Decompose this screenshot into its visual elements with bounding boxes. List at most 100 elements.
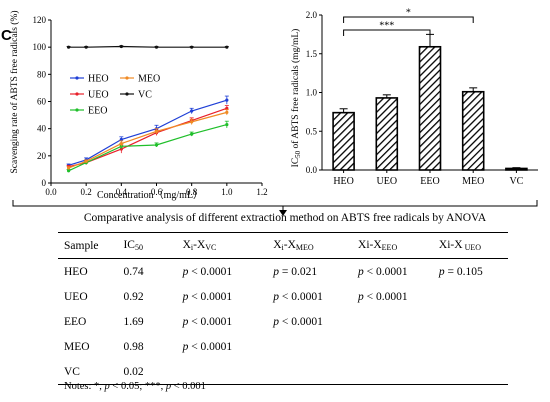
bar-group-vc: VC: [505, 167, 528, 187]
series-point-ueo: [225, 106, 229, 110]
table-row: VC 0.02: [58, 359, 508, 385]
legend-marker-heo: [75, 76, 79, 80]
p-symbol: p: [182, 290, 189, 303]
header-xi-xvc-i: i: [190, 243, 194, 252]
p-symbol: p: [182, 315, 189, 328]
cell-vc: [182, 359, 274, 385]
cell-ic50: 0.98: [123, 340, 144, 353]
cell-eeo: p < 0.0001: [358, 284, 439, 309]
legend-label-eeo: EEO: [88, 106, 107, 117]
p-value: < 0.0001: [278, 315, 323, 328]
notes-prefix: Notes: *,: [64, 381, 105, 392]
cell-vc: p < 0.0001: [183, 334, 274, 359]
cell-sample: HEO: [64, 265, 88, 278]
cell-sample: EEO: [64, 315, 87, 328]
header-ic50: IC50: [123, 232, 183, 259]
header-xi-xmeo-i: i: [281, 243, 284, 252]
significance-bracket: ***: [343, 21, 431, 36]
p-symbol: p: [182, 265, 189, 278]
bar-chart-y-tick-label: 2.0: [306, 10, 318, 20]
series-point-meo: [119, 142, 123, 146]
p-value: = 0.105: [444, 265, 483, 278]
p-symbol: p: [273, 290, 279, 303]
legend-item-heo: HEO: [70, 74, 109, 85]
p-value: = 0.021: [278, 265, 318, 278]
legend-label-vc: VC: [138, 90, 152, 101]
p-symbol: p: [182, 340, 189, 353]
series-point-eeo: [190, 132, 194, 136]
cell-ic50: 0.74: [123, 265, 144, 278]
table-row: MEO 0.98 p < 0.0001: [58, 334, 508, 359]
cell-vc: p < 0.0001: [183, 259, 274, 285]
bar-meo: [461, 90, 485, 171]
header-xi-xueo-sub: UEO: [462, 243, 482, 252]
line-chart-axes: 0 20 40 60 80 100 120 0.0 0.2 0.4 0.6 0.8 1.0 1.2: [33, 15, 268, 197]
legend-item-meo: MEO: [120, 74, 160, 85]
header-xi-xeeo: Xi-XEEO: [358, 232, 439, 259]
cell-sample: UEO: [64, 290, 88, 303]
notes-p1: p: [104, 381, 110, 392]
p-symbol: p: [358, 265, 364, 278]
header-xi-xueo: Xi-X UEO: [438, 232, 508, 259]
bar-group-eeo: EEO: [418, 33, 442, 187]
p-value: < 0.0001: [363, 290, 408, 303]
series-point-heo: [190, 109, 194, 113]
p-value: < 0.0001: [188, 290, 233, 303]
line-chart-series: [66, 44, 229, 173]
legend-marker-meo: [125, 76, 129, 80]
cell-ueo: [439, 309, 508, 334]
series-point-vc: [154, 45, 159, 49]
arrow-down-icon: [279, 210, 287, 216]
series-point-meo: [190, 120, 194, 124]
cell-ueo: [439, 334, 508, 359]
bar-category-label-meo: MEO: [462, 176, 484, 187]
bar-vc: [505, 167, 528, 171]
line-chart-y-tick-label: 60: [37, 97, 47, 107]
line-chart-x-tick-label: 0.4: [116, 187, 128, 197]
line-chart-x-tick-label: 1.2: [256, 187, 267, 197]
line-chart: 0 20 40 60 80 100 120 0.0 0.2 0.4 0.6 0.8 1.0 1.2 HEO…: [9, 10, 268, 201]
table-row: EEO 1.69 p < 0.0001 p < 0.0001: [58, 309, 508, 334]
p-value: < 0.0001: [188, 315, 233, 328]
header-xi-xvc-mid: -X: [193, 239, 206, 251]
header-xi-xeeo-sub: EEO: [381, 243, 398, 252]
bar-category-label-ueo: UEO: [377, 176, 398, 187]
header-xi-xmeo-meo: MEO: [295, 243, 314, 252]
significance-bracket: *: [343, 8, 474, 23]
notes-p2: p: [165, 381, 172, 392]
bar-chart-y-tick-label: 0.5: [306, 126, 318, 136]
cell-meo: p < 0.0001: [273, 309, 358, 334]
p-symbol: p: [438, 265, 445, 278]
header-xi-xeeo-main: Xi-X: [358, 239, 382, 251]
bar-chart-y-axis-label: IC50 of ABTS free radicals (mg/mL): [290, 29, 302, 168]
line-series-eeo: [66, 120, 229, 173]
table-row: HEO 0.74 p < 0.0001 p = 0.021 p < 0.0001 p = …: [58, 259, 508, 285]
series-line-vc: [68, 45, 227, 48]
line-chart-y-tick-label: 100: [33, 42, 47, 52]
significance-line: [343, 16, 474, 23]
bar-ueo: [375, 97, 399, 171]
header-ic50-sub: 50: [134, 243, 143, 252]
header-xi-xmeo: Xi-XMEO: [273, 232, 359, 259]
series-point-heo: [225, 98, 229, 102]
line-chart-x-tick-label: 0.8: [186, 187, 198, 197]
line-chart-x-tick-label: 0.6: [151, 187, 163, 197]
p-value: < 0.0001: [188, 265, 233, 278]
series-point-meo: [84, 159, 88, 163]
line-chart-y-tick-label: 80: [37, 69, 47, 79]
line-chart-y-axis-label: Scavenging rate of ABTS free radicals (%…: [9, 10, 20, 173]
notes-t2: < 0.001: [171, 381, 206, 392]
legend-item-ueo: UEO: [70, 90, 109, 101]
significance-label: ***: [379, 21, 394, 32]
series-line-heo: [68, 99, 228, 166]
bar-category-label-vc: VC: [509, 176, 523, 187]
bar-chart-y-tick-label: 1.5: [306, 49, 318, 59]
bar-chart-significance: ****: [343, 8, 474, 36]
header-xi-xmeo-x: X: [273, 239, 282, 251]
header-sample-text: Sample: [64, 239, 99, 252]
bar-chart-y-label-ic: IC: [291, 158, 301, 168]
line-chart-y-tick-label: 40: [37, 124, 47, 134]
cell-sample: MEO: [64, 340, 90, 353]
series-point-vc: [225, 45, 229, 49]
